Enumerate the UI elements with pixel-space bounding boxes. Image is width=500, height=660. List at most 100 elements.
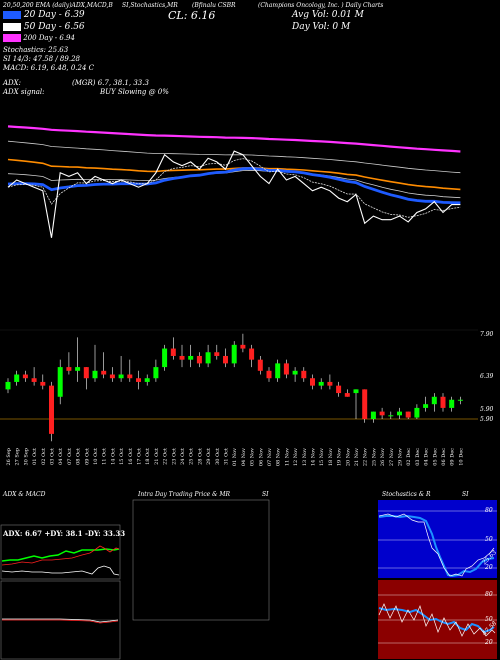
ema50-label: 50 Day - 6.56 <box>23 22 85 32</box>
date-tick-label: 19 Nov <box>337 448 343 466</box>
date-tick-label: 07 Oct <box>67 448 73 465</box>
candle-up <box>118 374 124 379</box>
ema20-swatch <box>3 10 21 19</box>
candle-up <box>431 396 437 405</box>
candle-down <box>214 352 220 356</box>
adx-red-line <box>1 545 120 566</box>
adx-box-values: ADX: 6.67 +DY: 38.1 -DY: 33.33 <box>3 529 126 538</box>
date-tick-label: 07 Nov <box>267 448 273 466</box>
candle-up <box>457 399 463 401</box>
ema200-label: 200 Day - 6.94 <box>23 34 75 42</box>
date-tick-label: 16 Oct <box>128 448 134 465</box>
date-tick-label: 25 Oct <box>189 448 195 465</box>
date-tick-label: 09 Oct <box>84 448 90 465</box>
date-tick-label: 03 Dec <box>415 448 421 466</box>
candle-down <box>101 370 107 375</box>
buy-signal: BUY Slowing @ 0% <box>100 88 169 96</box>
date-tick-label: 22 Oct <box>163 448 169 465</box>
date-tick-label: 20 Nov <box>345 448 351 466</box>
candle-up <box>205 352 211 364</box>
candle-up <box>292 370 298 375</box>
candle-down <box>179 355 185 360</box>
date-tick-label: 29 Oct <box>206 448 212 465</box>
ema100-line <box>7 140 461 174</box>
date-tick-label: 10 Dec <box>458 448 464 466</box>
candle-up <box>318 381 324 386</box>
candle-up <box>423 404 429 408</box>
adx-values: (MGR) 6.7, 38.1, 33.3 <box>72 79 149 87</box>
ema-panel <box>7 125 461 238</box>
stoch-title: Stochastics & R <box>382 491 431 498</box>
candle-up <box>275 363 281 379</box>
date-tick-label: 17 Oct <box>137 448 143 465</box>
date-tick-label: 01 Nov <box>232 448 238 466</box>
candle-up <box>153 367 159 379</box>
candle-down <box>301 370 307 379</box>
candle-down <box>49 385 54 434</box>
ema200-swatch <box>3 34 21 42</box>
candle-down <box>31 378 37 382</box>
ema20-label: 20 Day - 6.39 <box>23 10 85 20</box>
candle-down <box>440 396 446 408</box>
date-tick-label: 18 Nov <box>328 448 334 466</box>
date-tick-label: 23 Oct <box>171 448 177 465</box>
macd-white-line <box>2 618 119 623</box>
date-tick-label: 14 Oct <box>110 448 116 465</box>
candle-down <box>257 359 263 371</box>
intraday-title: Intra Day Trading Price & MR <box>138 491 231 498</box>
date-tick-label: 03 Oct <box>50 448 56 465</box>
candle-down <box>40 381 46 386</box>
avg-vol: Avg Vol: 0.01 M <box>292 10 364 20</box>
candle-down <box>22 374 28 379</box>
candle-down <box>344 393 350 397</box>
date-tick-label: 04 Dec <box>424 448 430 466</box>
adx-label: ADX: <box>3 79 22 87</box>
candle-panel <box>0 333 478 442</box>
si-tick-80: 80 <box>485 591 493 598</box>
intraday-panel <box>132 499 270 621</box>
date-tick-label: 08 Oct <box>76 448 82 465</box>
candle-down <box>196 355 202 364</box>
date-tick-label: 04 Nov <box>241 448 247 466</box>
macd-red-line <box>2 619 119 624</box>
ema50-line <box>7 158 461 191</box>
ticker-name: (Bfinalu CSBR <box>192 2 236 9</box>
ticker-mid: SI,Stochastics,MR <box>122 2 178 9</box>
stoch-si: SI <box>462 491 469 498</box>
date-tick-label: 04 Oct <box>58 448 64 465</box>
ema200-legend: 200 Day - 6.94 <box>3 34 75 42</box>
date-tick-label: 09 Dec <box>450 448 456 466</box>
date-tick-label: 31 Oct <box>224 448 230 465</box>
date-tick-label: 08 Nov <box>276 448 282 466</box>
date-tick-label: 29 Nov <box>398 448 404 466</box>
si-tick-50: 50 <box>485 616 493 623</box>
date-tick-label: 02 Oct <box>41 448 47 465</box>
candle-up <box>5 381 11 390</box>
candle-up <box>397 411 402 416</box>
date-tick-label: 24 Oct <box>180 448 186 465</box>
price-axis-bottom: 5.90 <box>480 406 494 413</box>
candle-up <box>388 415 394 417</box>
si-tick-20: 20 <box>485 639 493 646</box>
date-tick-label: 05 Dec <box>432 448 438 466</box>
ema30-line <box>7 169 461 199</box>
candle-up <box>144 378 150 382</box>
candle-down <box>109 374 115 379</box>
day-vol: Day Vol: 0 M <box>292 22 351 32</box>
stochastics-panel <box>378 500 497 659</box>
date-tick-label: 15 Nov <box>319 448 325 466</box>
candle-up <box>162 348 168 368</box>
adx-panel-title: ADX & MACD <box>3 491 46 498</box>
ema20-legend: 20 Day - 6.39 <box>3 10 85 20</box>
date-axis: 26 Sep 27 Sep 30 Sep 01 Oct 02 Oct 03 Oct 04 O… <box>6 448 464 466</box>
candle-up <box>92 370 98 379</box>
stoch-white-line <box>378 513 495 577</box>
ema50-swatch <box>3 22 21 31</box>
stoch-tick-50: 50 <box>485 536 493 543</box>
candle-up <box>188 355 194 360</box>
date-tick-label: 11 Oct <box>102 448 108 465</box>
date-tick-label: 27 Sep <box>15 448 21 466</box>
close-label: CL: 6.16 <box>168 9 216 22</box>
price-axis-bottom2: 5.90 <box>480 416 494 423</box>
